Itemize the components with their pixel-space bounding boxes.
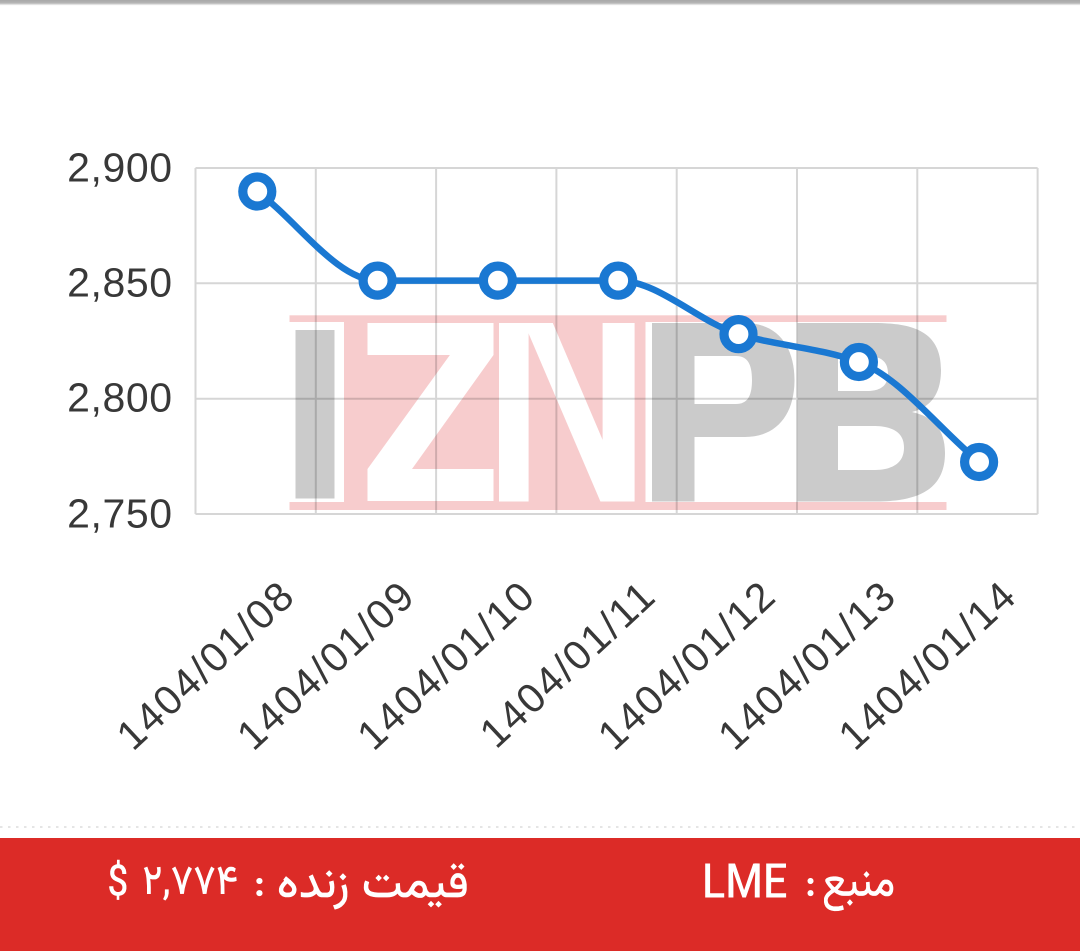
svg-text:2,750: 2,750 [67, 491, 173, 537]
svg-text:2,800: 2,800 [67, 375, 173, 421]
svg-text:2,900: 2,900 [67, 145, 173, 191]
svg-text:2,850: 2,850 [67, 260, 173, 306]
